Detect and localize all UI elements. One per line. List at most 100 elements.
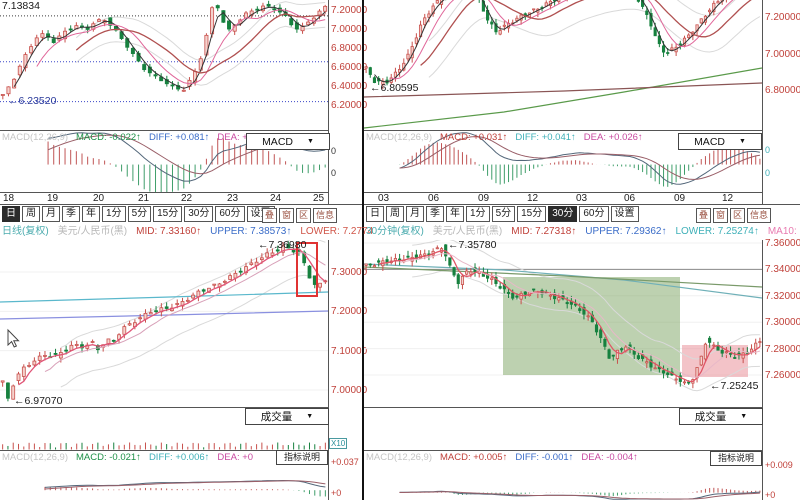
tl-macd-legend: MACD(12,26,9) MACD: -0.022↑ DIFF: +0.081↑ D… (2, 132, 261, 144)
tr-x-tick: 09 (674, 193, 686, 204)
period-button-left[interactable]: 季 (62, 206, 80, 222)
tr-x-tick: 06 (624, 193, 636, 204)
tl-x-tick: 20 (93, 193, 105, 204)
volume-indicator-dropdown-right[interactable]: 成交量 ▼ (679, 408, 763, 425)
period-button-right[interactable]: 月 (406, 206, 424, 222)
macd-value: DIFF: -0.001↑ (515, 452, 574, 463)
bl-y-tick: 7.10000 (331, 345, 368, 357)
macd-value: DIFF: +0.041↑ (515, 132, 576, 143)
br-price-label: ←7.25245 (710, 379, 759, 392)
period-button-left[interactable]: 60分 (215, 206, 245, 222)
br-macd-panel (399, 487, 761, 500)
period-button-right[interactable]: 5分 (491, 206, 516, 222)
tl-x-tick: 19 (47, 193, 59, 204)
tl-y-tick: 6.80000 (331, 43, 368, 54)
tr-macd-legend: MACD(12,26,9) MACD: +0.031↑ DIFF: +0.041↑ D… (366, 132, 643, 144)
period-button-right[interactable]: 季 (426, 206, 444, 222)
pane-border (364, 130, 762, 131)
macd-indicator-dropdown-left[interactable]: MACD ▼ (246, 133, 330, 150)
pane-border (762, 240, 763, 500)
view-button[interactable]: 窗 (713, 207, 729, 223)
tr-y-tick: 7.00000 (765, 48, 800, 60)
toolbar-left: 日周月季年 1分 5分 15分 30分 60分 设置 (2, 205, 275, 223)
bl-macd-y-tick: +0 (331, 488, 342, 498)
period-button-left[interactable]: 周 (22, 206, 40, 222)
bl-macd-panel (44, 479, 326, 497)
period-button-left[interactable]: 15分 (153, 206, 183, 222)
view-button[interactable]: 叠 (696, 207, 712, 223)
period-button-left[interactable]: 日 (2, 206, 20, 222)
indicator-help-button[interactable]: 指标说明 (276, 450, 328, 465)
period-button-right[interactable]: 15分 (517, 206, 547, 222)
macd-value: DIFF: +0.081↑ (148, 132, 210, 143)
pane-border (364, 407, 762, 408)
period-button-left[interactable]: 30分 (184, 206, 214, 222)
period-button-left[interactable]: 月 (42, 206, 60, 222)
period-button-right[interactable]: 30分 (548, 206, 578, 222)
view-button[interactable]: 区 (730, 207, 746, 223)
legend-item: MA10: 7.2 (767, 226, 800, 237)
bl-price-label: ←7.36980 (258, 238, 307, 251)
tl-price-chart (0, 0, 328, 103)
macd-value: MACD: +0.031↑ (440, 132, 508, 143)
bl-y-tick: 7.30000 (331, 267, 368, 278)
macd-params: MACD(12,26,9) (2, 452, 68, 463)
bl-macd-y-tick: +0.037 (331, 457, 359, 467)
pane-border (762, 0, 763, 205)
bl-price-label: ←6.97070 (14, 394, 63, 407)
period-button-right[interactable]: 周 (386, 206, 404, 222)
period-button-right[interactable]: 1分 (466, 206, 490, 222)
tl-y-tick: 6.20000 (331, 100, 368, 111)
tr-x-tick: 03 (576, 193, 588, 204)
indicator-legend-right: 30分钟(复权) 美元/人民币(黑) MID: 7.27318↑ UPPER: 7.2… (366, 225, 800, 238)
period-button-left[interactable]: 1分 (102, 206, 126, 222)
br-y-tick: 7.28000 (765, 343, 800, 355)
tr-price-label: ←6.80595 (370, 81, 419, 94)
period-button-right[interactable]: 60分 (579, 206, 609, 222)
br-y-tick: 7.34000 (765, 264, 800, 276)
tl-x-tick: 24 (270, 193, 282, 204)
br-macd-legend: MACD(12,26,9) MACD: +0.005↑ DIFF: -0.001↑ D… (366, 452, 638, 464)
tr-macd-y-tick: 0 (765, 168, 771, 178)
macd-value: DEA: -0.004↑ (581, 452, 638, 463)
view-button[interactable]: 窗 (279, 207, 295, 223)
tr-x-tick: 12 (527, 193, 539, 204)
tl-x-tick: 18 (3, 193, 15, 204)
view-buttons-left: 叠窗区信息 (262, 206, 338, 224)
pane-border (0, 450, 328, 451)
tr-x-tick: 12 (722, 193, 734, 204)
view-button[interactable]: 信息 (313, 207, 338, 223)
pane-border (0, 130, 328, 131)
macd-indicator-dropdown-right[interactable]: MACD ▼ (678, 133, 762, 150)
br-y-tick: 7.32000 (765, 290, 800, 302)
br-macd-y-tick: +0.009 (765, 460, 793, 470)
macd-value: DIFF: +0.006↑ (148, 452, 210, 463)
period-button-right[interactable]: 设置 (610, 206, 639, 222)
tl-y-tick: 7.00000 (331, 24, 368, 35)
macd-value: DEA: +0.0 (217, 132, 261, 143)
view-button[interactable]: 区 (296, 207, 312, 223)
bl-macd-legend: MACD(12,26,9) MACD: -0.021↑ DIFF: +0.006↑ D… (2, 452, 253, 464)
legend-item: MID: 7.27318↑ (511, 226, 577, 237)
period-button-right[interactable]: 年 (446, 206, 464, 222)
pane-border (328, 0, 329, 205)
period-button-left[interactable]: 年 (82, 206, 100, 222)
tr-macd-y-tick: 0 (765, 145, 771, 155)
period-button-right[interactable]: 日 (366, 206, 384, 222)
view-buttons-right: 叠窗区信息 (696, 206, 772, 224)
caret-down-icon: ▼ (306, 413, 314, 420)
bl-y-tick: 7.00000 (331, 385, 368, 396)
pane-divider (362, 0, 364, 500)
indicator-help-button[interactable]: 指标说明 (710, 451, 762, 466)
tl-price-label: 7.13834 (2, 0, 40, 12)
mouse-cursor (7, 328, 20, 348)
tr-x-tick: 06 (428, 193, 440, 204)
view-button[interactable]: 信息 (747, 207, 772, 223)
bl-y-tick: 7.20000 (331, 306, 368, 318)
period-button-left[interactable]: 5分 (127, 206, 152, 222)
legend-item: 日线(复权) (2, 226, 49, 237)
macd-indicator-dropdown-left-label: MACD (262, 135, 293, 148)
volume-indicator-dropdown-left[interactable]: 成交量 ▼ (245, 408, 329, 425)
view-button[interactable]: 叠 (262, 207, 278, 223)
